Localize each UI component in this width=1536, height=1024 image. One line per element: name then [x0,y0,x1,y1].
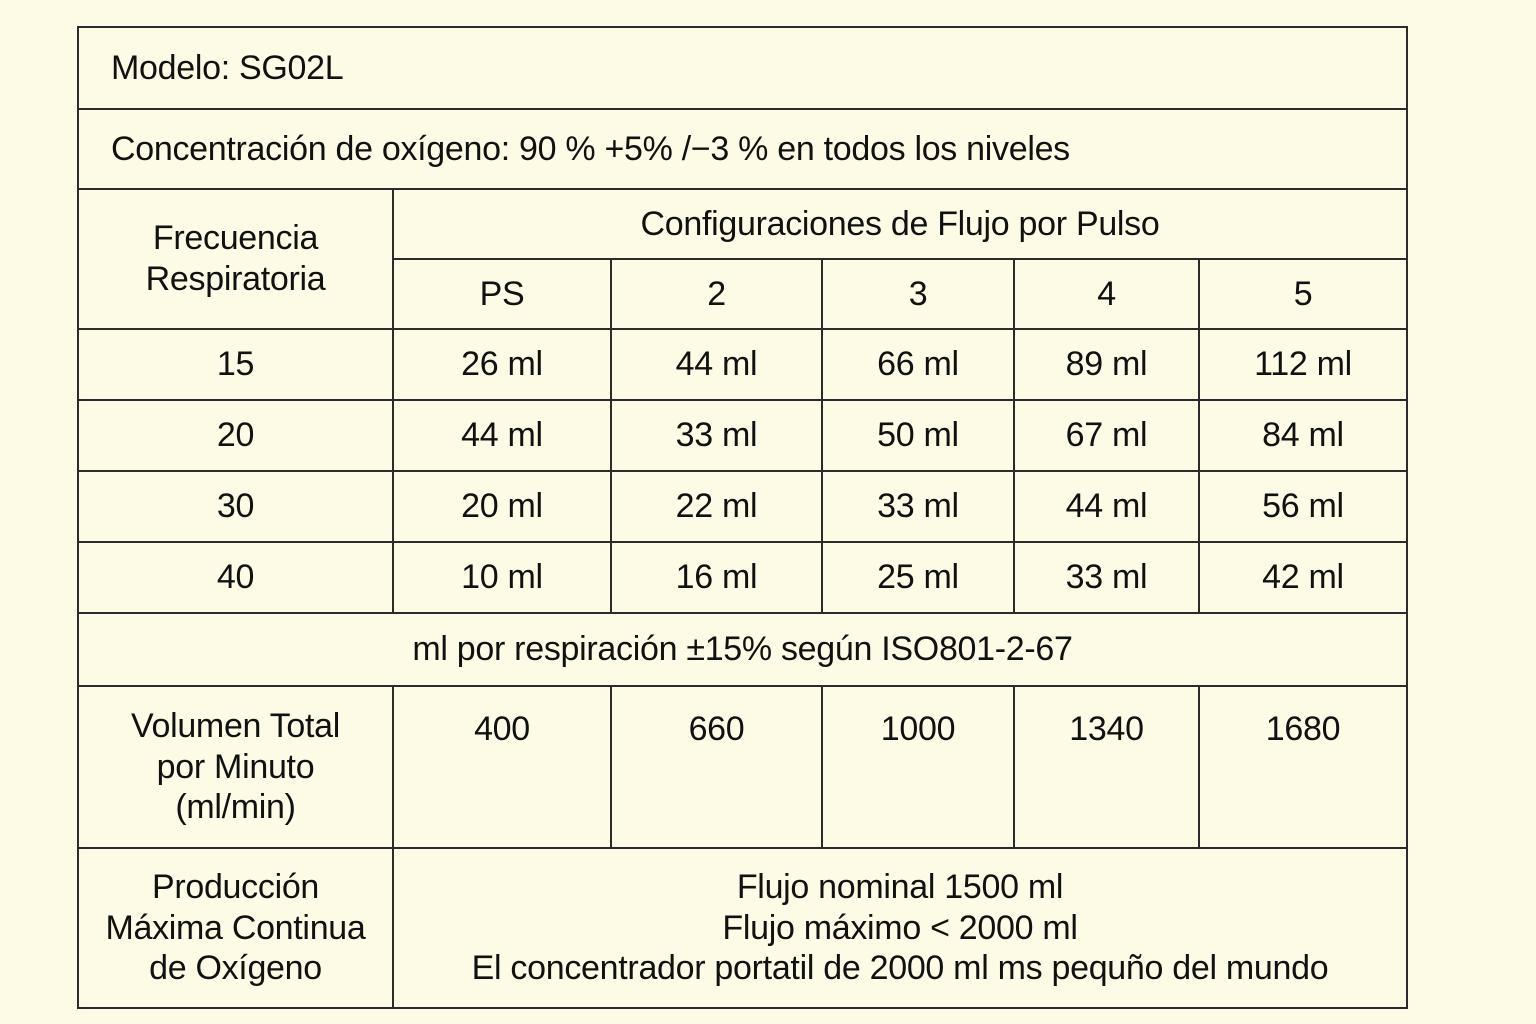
concentration-row: Concentración de oxígeno: 90 % +5% /−3 %… [76,108,1409,190]
setting-label: 3 [821,258,1015,330]
table-row: 30 20 ml 22 ml 33 ml 44 ml 56 ml [77,470,1409,543]
value-cell: 42 ml [1197,541,1409,614]
setting-label: PS [392,258,612,330]
setting-label: 4 [1013,258,1200,330]
specifications-table: Modelo: SG02L Concentración de oxígeno: … [76,26,1409,1009]
value-cell: 20 ml [392,470,612,543]
table-row: 15 26 ml 44 ml 66 ml 89 ml 112 ml [77,328,1409,401]
value-cell: 16 ml [610,541,823,614]
value-cell: 25 ml [821,541,1015,614]
settings-header-row: PS 2 3 4 5 [78,258,1409,330]
setting-label: 2 [610,258,823,330]
header-row-1: Frecuencia Respiratoria Configuraciones … [77,188,1409,330]
value-cell: 89 ml [1013,328,1200,401]
total-volume-label: Volumen Total por Minuto (ml/min) [77,685,394,849]
value-cell: 33 ml [1013,541,1200,614]
max-output-details: Flujo nominal 1500 ml Flujo máximo < 200… [391,847,1409,1009]
max-output-row: Producción Máxima Continua de Oxígeno Fl… [77,847,1409,1009]
rate-cell: 15 [77,328,394,401]
table-row: 20 44 ml 33 ml 50 ml 67 ml 84 ml [77,399,1409,472]
maximum-flow: Flujo máximo < 2000 ml [722,908,1078,947]
total-volume-value: 1340 [1013,685,1200,849]
total-volume-label-line: por Minuto [156,747,315,786]
model-label: Modelo: SG02L [76,26,1409,110]
total-volume-value: 660 [610,685,823,849]
total-volume-label-line: (ml/min) [175,788,296,827]
value-cell: 112 ml [1197,328,1409,401]
value-cell: 33 ml [610,399,823,472]
value-cell: 44 ml [610,328,823,401]
nominal-flow: Flujo nominal 1500 ml [736,867,1064,906]
value-cell: 56 ml [1197,470,1409,543]
value-cell: 67 ml [1013,399,1200,472]
total-volume-value: 400 [392,685,612,849]
value-cell: 50 ml [821,399,1015,472]
spec-sheet: Modelo: SG02L Concentración de oxígeno: … [76,26,1409,1014]
max-output-label-line: Producción [151,867,320,906]
total-volume-value: 1000 [821,685,1015,849]
max-output-label-line: de Oxígeno [149,949,322,988]
rate-cell: 30 [77,470,394,543]
value-cell: 66 ml [821,328,1015,401]
total-volume-label-line: Volumen Total [130,706,341,745]
respiratory-rate-header-line: Respiratoria [145,260,326,298]
tolerance-row: ml por respiración ±15% según ISO801-2-6… [76,612,1409,687]
model-row: Modelo: SG02L [76,26,1409,110]
value-cell: 10 ml [392,541,612,614]
value-cell: 33 ml [821,470,1015,543]
value-cell: 22 ml [610,470,823,543]
max-output-label: Producción Máxima Continua de Oxígeno [77,847,394,1009]
oxygen-concentration: Concentración de oxígeno: 90 % +5% /−3 %… [76,108,1409,190]
value-cell: 26 ml [392,328,612,401]
table-row: 40 10 ml 16 ml 25 ml 33 ml 42 ml [77,541,1409,614]
setting-label: 5 [1197,258,1409,330]
max-output-label-line: Máxima Continua [105,908,366,947]
respiratory-rate-header: Frecuencia Respiratoria [77,188,394,330]
value-cell: 44 ml [1013,470,1200,543]
rate-cell: 40 [77,541,394,614]
product-claim: El concentrador portatil de 2000 ml ms p… [471,949,1329,988]
total-volume-row: Volumen Total por Minuto (ml/min) 400 66… [77,685,1409,849]
rate-cell: 20 [77,399,394,472]
total-volume-value: 1680 [1197,685,1409,849]
value-cell: 44 ml [392,399,612,472]
value-cell: 84 ml [1197,399,1409,472]
pulse-settings-header: Configuraciones de Flujo por Pulso [391,188,1409,260]
tolerance-note: ml por respiración ±15% según ISO801-2-6… [76,612,1409,687]
respiratory-rate-header-line: Frecuencia [152,219,319,258]
